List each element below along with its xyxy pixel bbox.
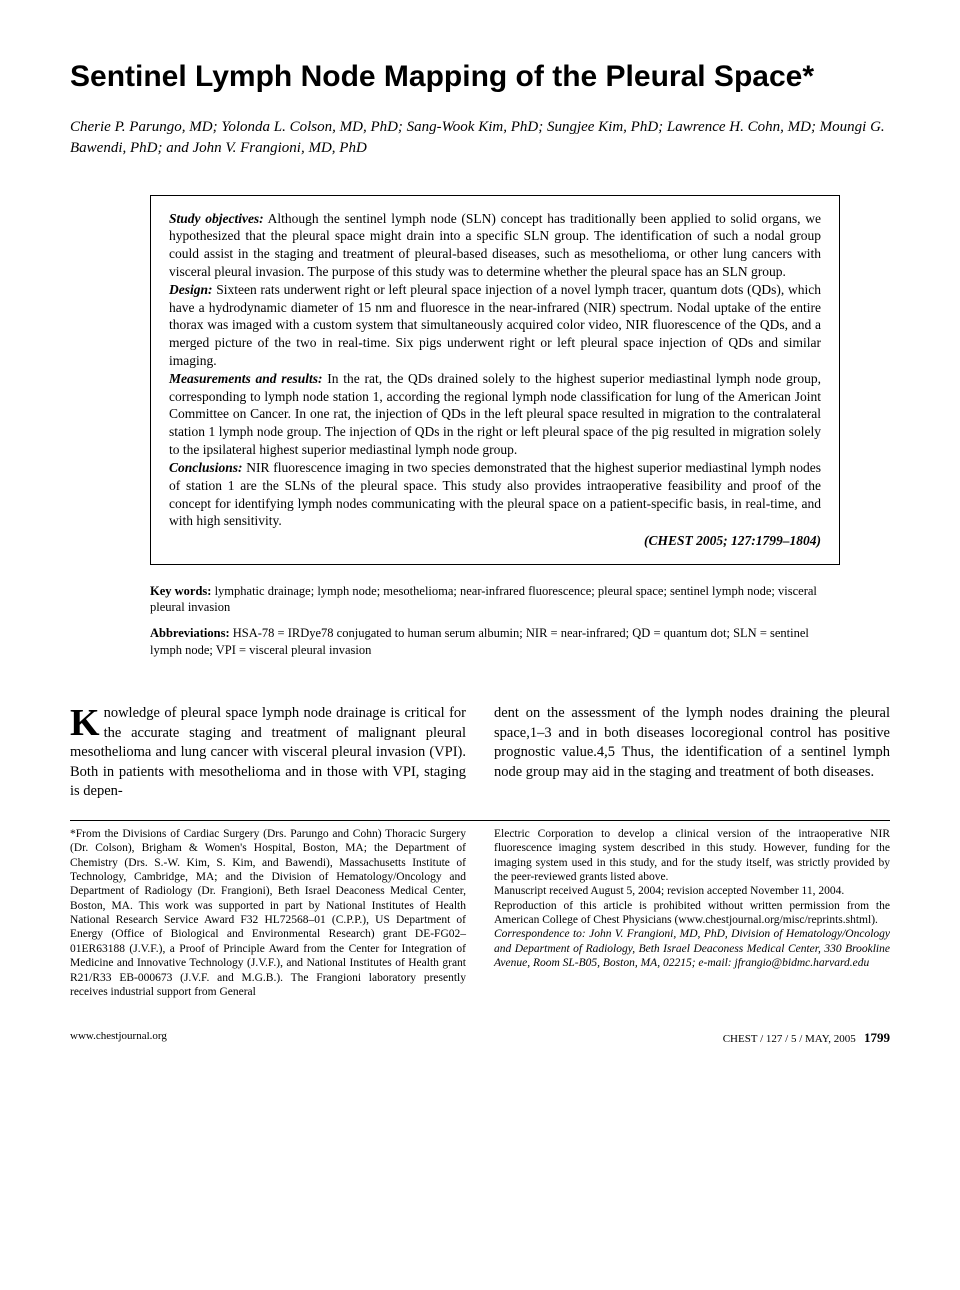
body-columns: Knowledge of pleural space lymph node dr… (70, 704, 890, 802)
footnote-rule (70, 820, 890, 821)
footer-right: CHEST / 127 / 5 / MAY, 2005 1799 (723, 1029, 890, 1047)
body-paragraph-2: dent on the assessment of the lymph node… (494, 704, 890, 782)
footnote-col-right: Electric Corporation to develop a clinic… (494, 827, 890, 1000)
body-col-left: Knowledge of pleural space lymph node dr… (70, 704, 466, 802)
author-list: Cherie P. Parungo, MD; Yolonda L. Colson… (70, 117, 890, 159)
abstract-citation: (CHEST 2005; 127:1799–1804) (169, 532, 821, 550)
abstract-box: Study objectives: Although the sentinel … (150, 195, 840, 565)
objectives-text: Although the sentinel lymph node (SLN) c… (169, 211, 821, 279)
body-col1-text: nowledge of pleural space lymph node dra… (70, 705, 466, 799)
footer-page-number: 1799 (864, 1030, 890, 1045)
footer-journal-info: CHEST / 127 / 5 / MAY, 2005 (723, 1033, 856, 1045)
conclusions-label: Conclusions: (169, 460, 243, 475)
footnote-correspondence: Correspondence to: John V. Frangioni, MD… (494, 927, 890, 970)
footnote-right-p1: Electric Corporation to develop a clinic… (494, 827, 890, 885)
keywords-block: Key words: lymphatic drainage; lymph nod… (150, 583, 840, 616)
design-text: Sixteen rats underwent right or left ple… (169, 282, 821, 368)
footnote-col-left: *From the Divisions of Cardiac Surgery (… (70, 827, 466, 1000)
article-title: Sentinel Lymph Node Mapping of the Pleur… (70, 60, 890, 95)
dropcap: K (70, 704, 104, 739)
design-label: Design: (169, 282, 213, 297)
abbreviations-block: Abbreviations: HSA-78 = IRDye78 conjugat… (150, 625, 840, 658)
conclusions-text: NIR fluorescence imaging in two species … (169, 460, 821, 528)
body-paragraph-1: Knowledge of pleural space lymph node dr… (70, 704, 466, 802)
abbreviations-label: Abbreviations: (150, 626, 230, 640)
footer-left: www.chestjournal.org (70, 1029, 167, 1047)
abstract-objectives: Study objectives: Although the sentinel … (169, 210, 821, 281)
footnotes: *From the Divisions of Cardiac Surgery (… (70, 827, 890, 1000)
abbreviations-text: HSA-78 = IRDye78 conjugated to human ser… (150, 626, 809, 656)
page-footer: www.chestjournal.org CHEST / 127 / 5 / M… (70, 1029, 890, 1047)
measurements-label: Measurements and results: (169, 371, 323, 386)
abstract-measurements: Measurements and results: In the rat, th… (169, 370, 821, 459)
keywords-text: lymphatic drainage; lymph node; mesothel… (150, 584, 817, 614)
body-col-right: dent on the assessment of the lymph node… (494, 704, 890, 802)
footnote-right-p3: Reproduction of this article is prohibit… (494, 899, 890, 928)
objectives-label: Study objectives: (169, 211, 264, 226)
footnote-right-p2: Manuscript received August 5, 2004; revi… (494, 884, 890, 898)
keywords-label: Key words: (150, 584, 211, 598)
abstract-conclusions: Conclusions: NIR fluorescence imaging in… (169, 459, 821, 530)
footnote-left-text: *From the Divisions of Cardiac Surgery (… (70, 827, 466, 1000)
abstract-design: Design: Sixteen rats underwent right or … (169, 281, 821, 370)
